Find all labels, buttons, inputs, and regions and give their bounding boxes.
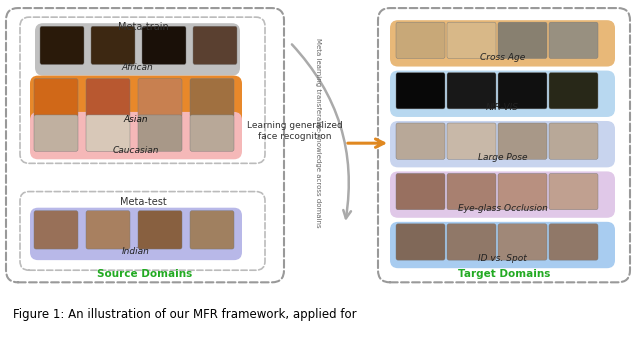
Text: Figure 1: An illustration of our MFR framework, applied for: Figure 1: An illustration of our MFR fra… (13, 308, 357, 321)
FancyBboxPatch shape (138, 115, 182, 151)
Text: African: African (121, 63, 153, 72)
FancyBboxPatch shape (447, 173, 496, 210)
FancyBboxPatch shape (390, 71, 615, 117)
FancyBboxPatch shape (30, 112, 242, 159)
Text: Large Pose: Large Pose (478, 153, 527, 162)
Text: Asian: Asian (124, 115, 148, 124)
FancyBboxPatch shape (396, 173, 445, 210)
Text: Indian: Indian (122, 247, 150, 256)
FancyBboxPatch shape (35, 23, 240, 76)
FancyBboxPatch shape (138, 211, 182, 249)
Text: Meta learning transferable knowledge across domains: Meta learning transferable knowledge acr… (315, 38, 321, 228)
FancyBboxPatch shape (34, 79, 78, 117)
FancyBboxPatch shape (498, 73, 547, 109)
FancyBboxPatch shape (447, 22, 496, 58)
FancyBboxPatch shape (138, 79, 182, 117)
Text: ID vs. Spot: ID vs. Spot (478, 254, 527, 263)
FancyArrowPatch shape (292, 44, 351, 218)
FancyBboxPatch shape (34, 211, 78, 249)
Text: Caucasian: Caucasian (113, 146, 160, 155)
FancyBboxPatch shape (447, 123, 496, 159)
FancyBboxPatch shape (498, 123, 547, 159)
Text: Learning generalized
face recognition: Learning generalized face recognition (247, 121, 343, 141)
FancyBboxPatch shape (34, 115, 78, 151)
FancyBboxPatch shape (396, 73, 445, 109)
FancyBboxPatch shape (549, 224, 598, 260)
Text: Meta-train: Meta-train (117, 22, 168, 32)
FancyBboxPatch shape (549, 123, 598, 159)
FancyBboxPatch shape (396, 224, 445, 260)
Text: Eye-glass Occlusion: Eye-glass Occlusion (457, 204, 547, 213)
FancyBboxPatch shape (190, 115, 234, 151)
FancyBboxPatch shape (396, 22, 445, 58)
FancyBboxPatch shape (390, 171, 615, 218)
FancyBboxPatch shape (91, 26, 135, 65)
FancyBboxPatch shape (40, 26, 84, 65)
Text: $\mathcal{D}_S$: $\mathcal{D}_S$ (132, 0, 158, 3)
FancyBboxPatch shape (396, 123, 445, 159)
FancyBboxPatch shape (30, 208, 242, 260)
FancyBboxPatch shape (498, 22, 547, 58)
Text: Target Domains: Target Domains (458, 269, 550, 279)
FancyBboxPatch shape (86, 115, 130, 151)
Text: Cross Age: Cross Age (480, 53, 525, 62)
Text: NIR-VIS: NIR-VIS (486, 103, 519, 112)
FancyBboxPatch shape (447, 224, 496, 260)
FancyBboxPatch shape (86, 79, 130, 117)
Text: $\mathcal{D}_T$: $\mathcal{D}_T$ (491, 0, 517, 3)
FancyBboxPatch shape (549, 73, 598, 109)
FancyBboxPatch shape (390, 20, 615, 66)
FancyBboxPatch shape (193, 26, 237, 65)
FancyBboxPatch shape (498, 173, 547, 210)
Text: Source Domains: Source Domains (98, 269, 193, 279)
FancyBboxPatch shape (390, 222, 615, 268)
FancyBboxPatch shape (390, 121, 615, 168)
FancyBboxPatch shape (190, 211, 234, 249)
FancyBboxPatch shape (549, 22, 598, 58)
FancyBboxPatch shape (142, 26, 186, 65)
FancyBboxPatch shape (447, 73, 496, 109)
FancyBboxPatch shape (30, 76, 242, 128)
Text: Meta-test: Meta-test (120, 197, 167, 207)
FancyBboxPatch shape (190, 79, 234, 117)
FancyBboxPatch shape (498, 224, 547, 260)
FancyBboxPatch shape (86, 211, 130, 249)
FancyBboxPatch shape (549, 173, 598, 210)
